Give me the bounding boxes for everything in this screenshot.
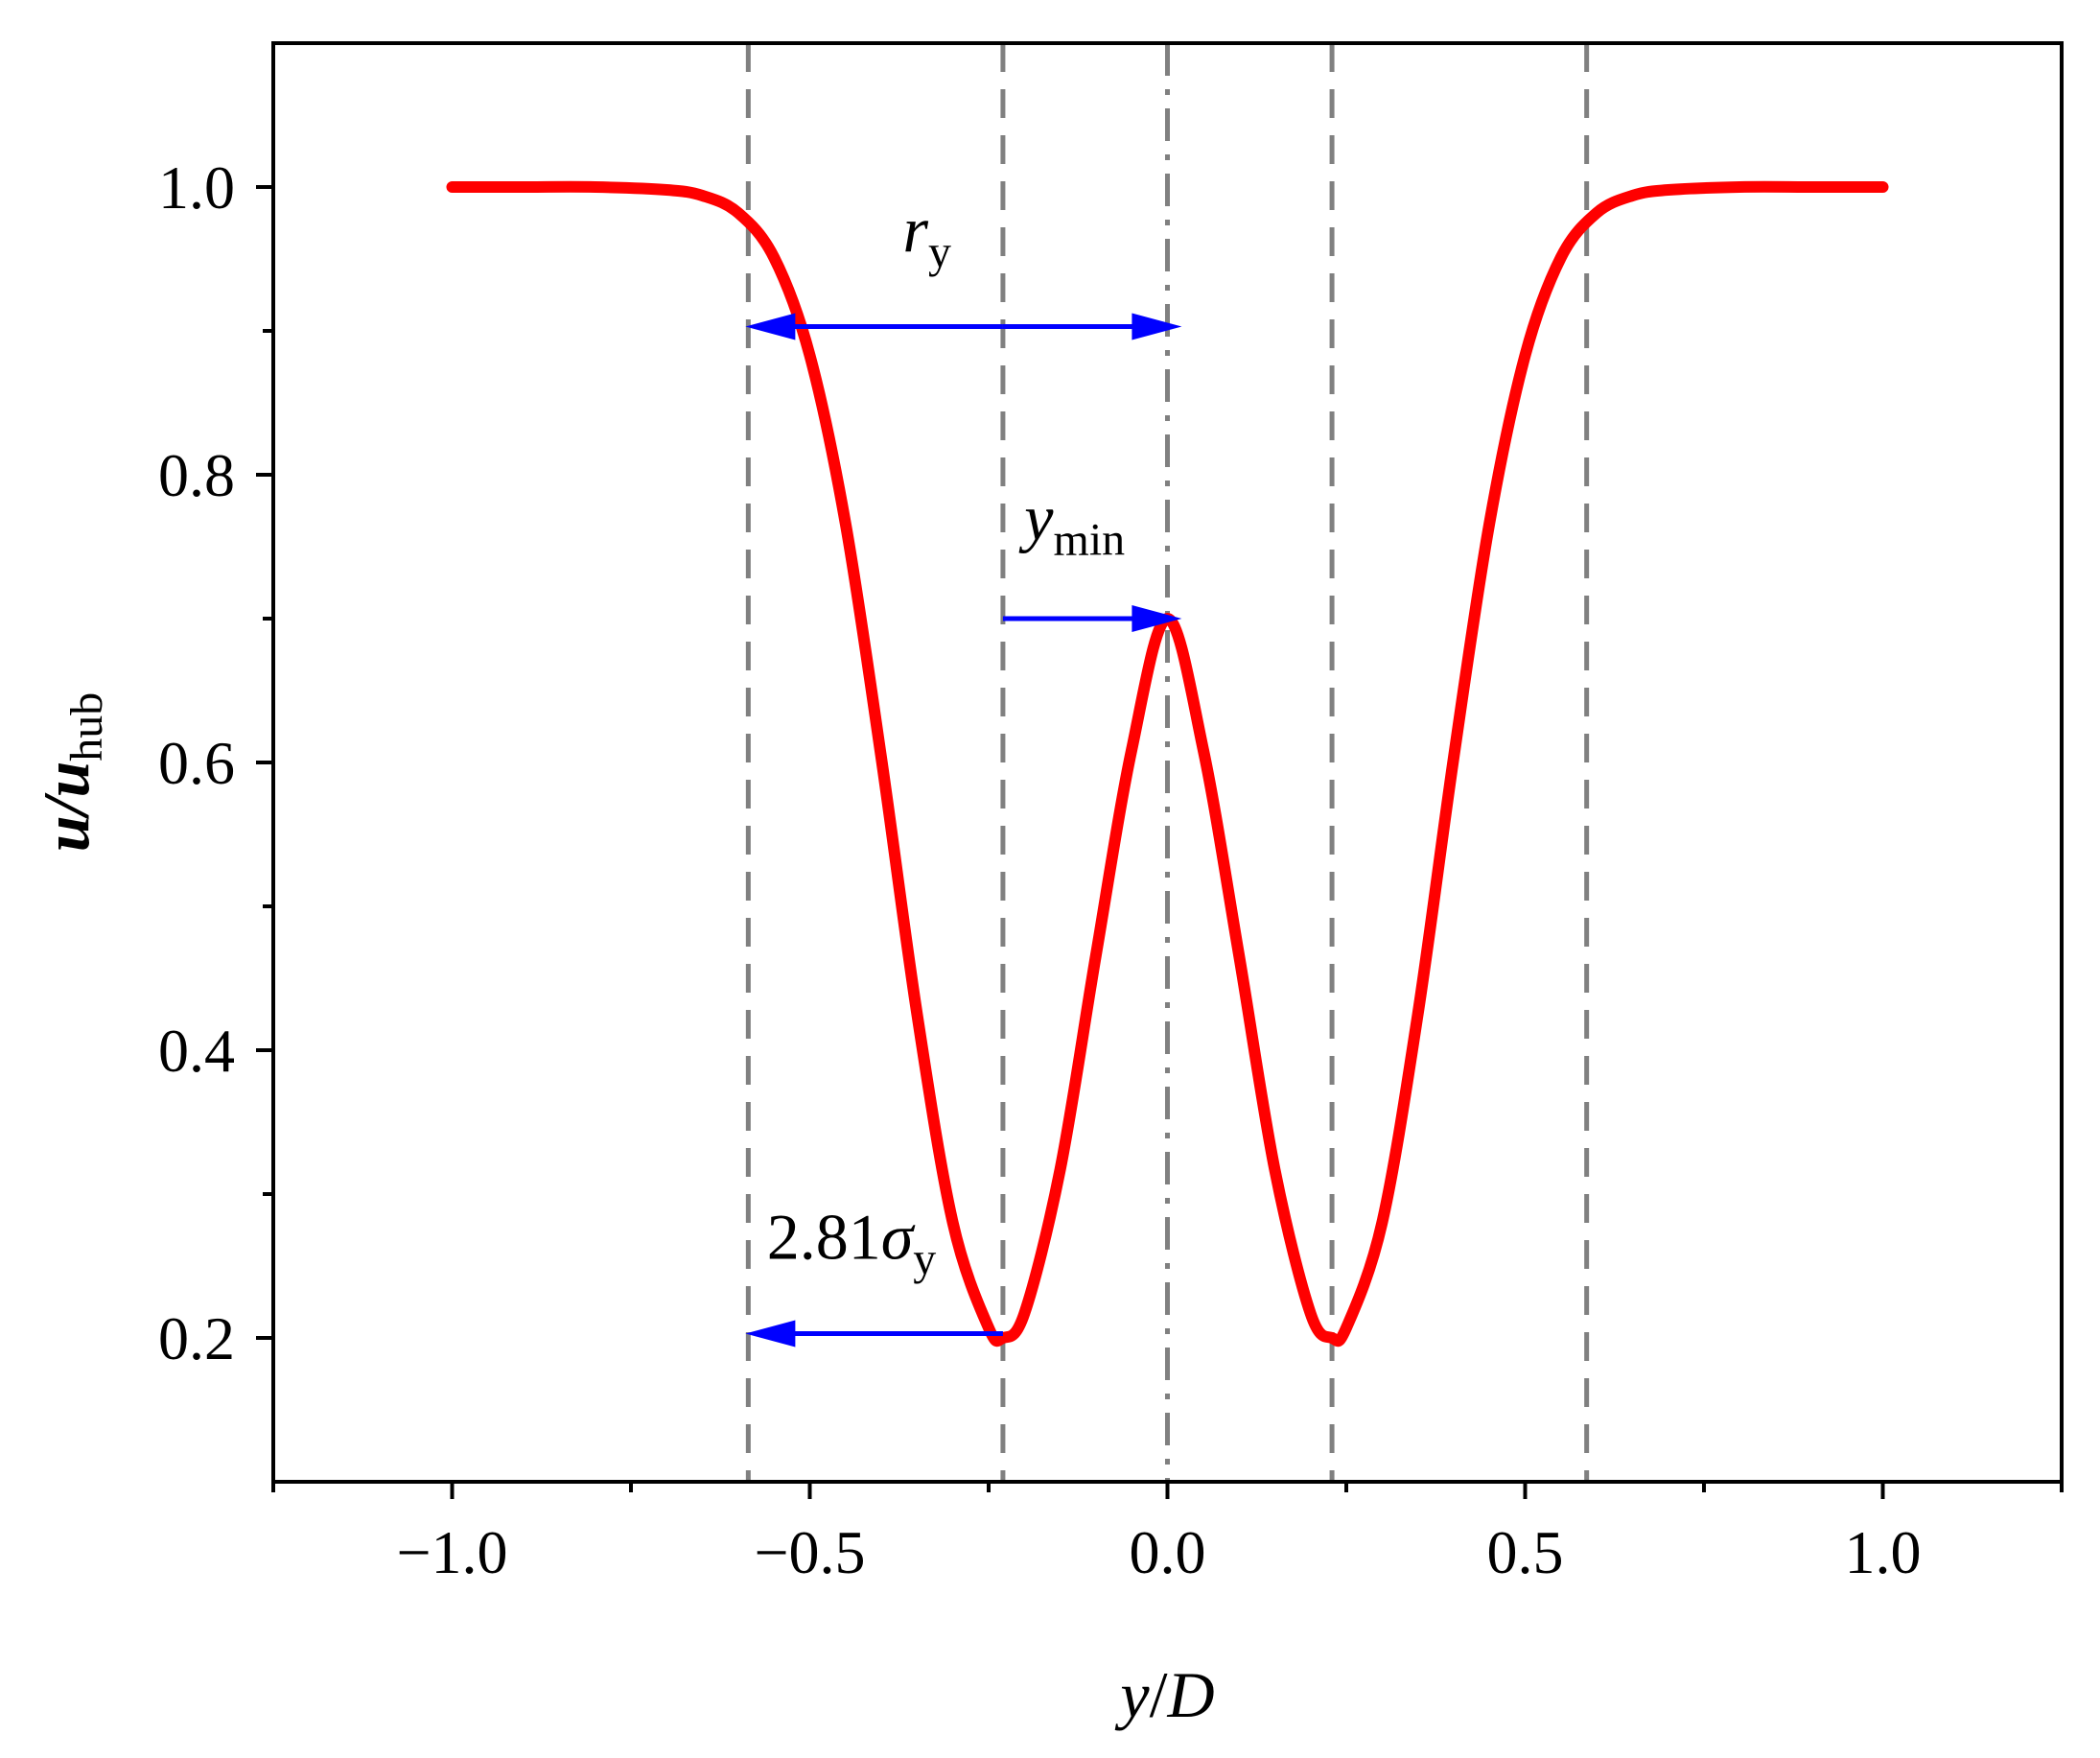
- x-tick-label-2: 0.0: [1130, 1518, 1206, 1586]
- arrow-head: [745, 313, 796, 340]
- y-tick-label-2: 0.6: [158, 729, 235, 797]
- labels: −1.0 −0.5 0.0 0.5 1.0 0.2 0.4 0.6 0.8 1.0 y/D u/uhu…: [30, 153, 1922, 1731]
- y-tick-label-1: 0.4: [158, 1017, 235, 1085]
- x-tick-label-1: −0.5: [754, 1518, 865, 1586]
- axes: [256, 41, 2064, 1499]
- arrow-head: [745, 1320, 796, 1348]
- reference-lines: [745, 43, 1590, 1482]
- arrow-2: [1002, 605, 1182, 632]
- x-tick-label-4: 1.0: [1845, 1518, 1922, 1586]
- annotation-0: ry: [902, 194, 950, 278]
- y-tick-label-4: 1.0: [158, 153, 235, 222]
- arrows: [745, 313, 1182, 1348]
- arrow-0: [745, 313, 1003, 340]
- arrow-head: [1132, 313, 1182, 340]
- annotation-1: ymin: [1018, 481, 1125, 566]
- arrow-3: [745, 1320, 1003, 1348]
- arrow-head: [1132, 605, 1182, 632]
- y-tick-label-0: 0.2: [158, 1304, 235, 1372]
- x-tick-label-0: −1.0: [396, 1518, 507, 1586]
- x-axis-title: y/D: [1114, 1658, 1214, 1731]
- y-axis-title: u/uhub: [30, 692, 112, 853]
- y-tick-label-3: 0.8: [158, 441, 235, 509]
- arrow-1: [1002, 313, 1182, 340]
- annotation-2: 2.81σy: [767, 1201, 937, 1285]
- x-tick-label-3: 0.5: [1487, 1518, 1564, 1586]
